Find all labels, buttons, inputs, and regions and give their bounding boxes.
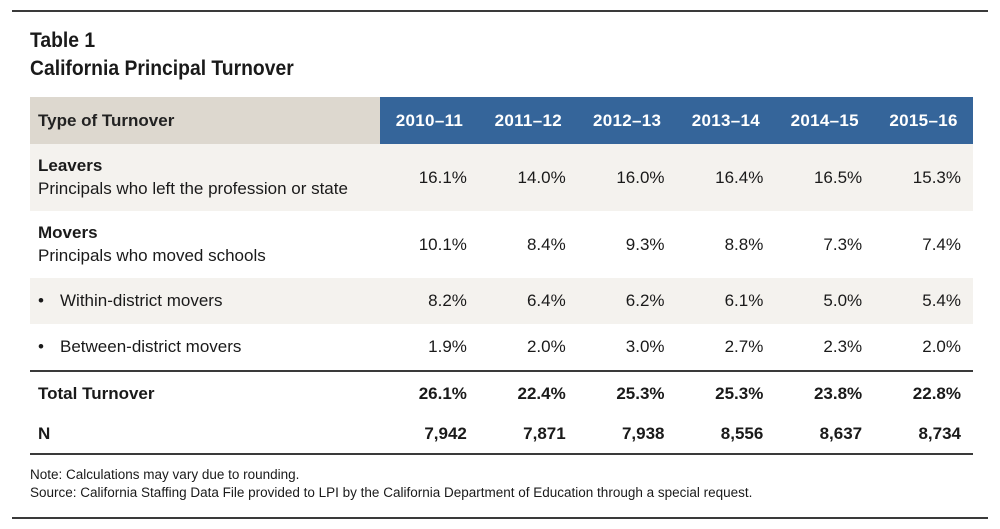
column-header-year: 2014–15 [775,97,875,144]
table-cell: 7.3% [775,211,875,278]
row-label: N [30,415,381,455]
table-row-total-turnover: Total Turnover 26.1% 22.4% 25.3% 25.3% 2… [30,370,973,415]
table-cell: 7.4% [874,211,973,278]
table-row-n: N 7,942 7,871 7,938 8,556 8,637 8,734 [30,415,973,455]
column-header-year: 2015–16 [874,97,973,144]
column-header-year: 2010–11 [380,97,479,144]
row-label-cell: Leavers Principals who left the professi… [30,144,381,211]
row-label: Within-district movers [60,291,223,310]
source-text: Source: California Staffing Data File pr… [30,485,753,500]
table-cell: 8,734 [874,415,973,455]
row-label-cell: • Within-district movers [30,278,381,324]
table-title: Table 1 California Principal Turnover [30,27,317,83]
table-row-leavers: Leavers Principals who left the professi… [30,144,973,211]
table-cell: 16.4% [676,144,776,211]
row-label-cell: • Between-district movers [30,324,381,371]
table-cell: 5.0% [775,278,875,324]
table-row-within-district: • Within-district movers 8.2% 6.4% 6.2% 6… [30,278,973,324]
table-cell: 26.1% [380,370,479,415]
column-header-year: 2012–13 [577,97,677,144]
column-header-year: 2013–14 [676,97,776,144]
bullet-icon: • [38,291,44,310]
table-cell: 16.5% [775,144,875,211]
table-number: Table 1 [30,29,96,52]
table-cell: 25.3% [577,370,677,415]
row-label: Total Turnover [30,370,381,415]
table-cell: 15.3% [874,144,973,211]
table-cell: 8.4% [478,211,578,278]
table-cell: 8,637 [775,415,875,455]
row-label: Movers [38,223,98,242]
row-sublabel: Principals who left the profession or st… [38,179,348,198]
table-cell: 14.0% [478,144,578,211]
table-cell: 25.3% [676,370,776,415]
table-cell: 2.0% [478,324,578,371]
bottom-rule [12,517,988,519]
top-rule [12,10,988,12]
header-row: Type of Turnover 2010–11 2011–12 2012–13… [30,97,973,144]
table-cell: 7,871 [478,415,578,455]
row-sublabel: Principals who moved schools [38,246,266,265]
table-cell: 8.8% [676,211,776,278]
table-cell: 22.4% [478,370,578,415]
bullet-icon: • [38,337,44,356]
table-cell: 2.7% [676,324,776,371]
table-cell: 7,942 [380,415,479,455]
table-cell: 6.2% [577,278,677,324]
table-cell: 2.0% [874,324,973,371]
table-cell: 6.1% [676,278,776,324]
table-cell: 2.3% [775,324,875,371]
table-row-movers: Movers Principals who moved schools 10.1… [30,211,973,278]
table-cell: 16.0% [577,144,677,211]
note-text: Note: Calculations may vary due to round… [30,467,300,482]
column-header-year: 2011–12 [478,97,578,144]
table-cell: 3.0% [577,324,677,371]
table-cell: 5.4% [874,278,973,324]
table-notes: Note: Calculations may vary due to round… [30,466,752,502]
table-cell: 9.3% [577,211,677,278]
table-cell: 7,938 [577,415,677,455]
table-cell: 22.8% [874,370,973,415]
row-label: Leavers [38,156,103,175]
table-cell: 1.9% [380,324,479,371]
table-cell: 10.1% [380,211,479,278]
table-cell: 8,556 [676,415,776,455]
turnover-table: Type of Turnover 2010–11 2011–12 2012–13… [30,97,973,455]
row-label: Between-district movers [60,337,242,356]
table-cell: 6.4% [478,278,578,324]
table-row-between-district: • Between-district movers 1.9% 2.0% 3.0% … [30,324,973,371]
column-header-type: Type of Turnover [30,97,381,144]
table-cell: 8.2% [380,278,479,324]
table-caption: California Principal Turnover [30,57,294,80]
row-label-cell: Movers Principals who moved schools [30,211,381,278]
table-cell: 23.8% [775,370,875,415]
table-cell: 16.1% [380,144,479,211]
